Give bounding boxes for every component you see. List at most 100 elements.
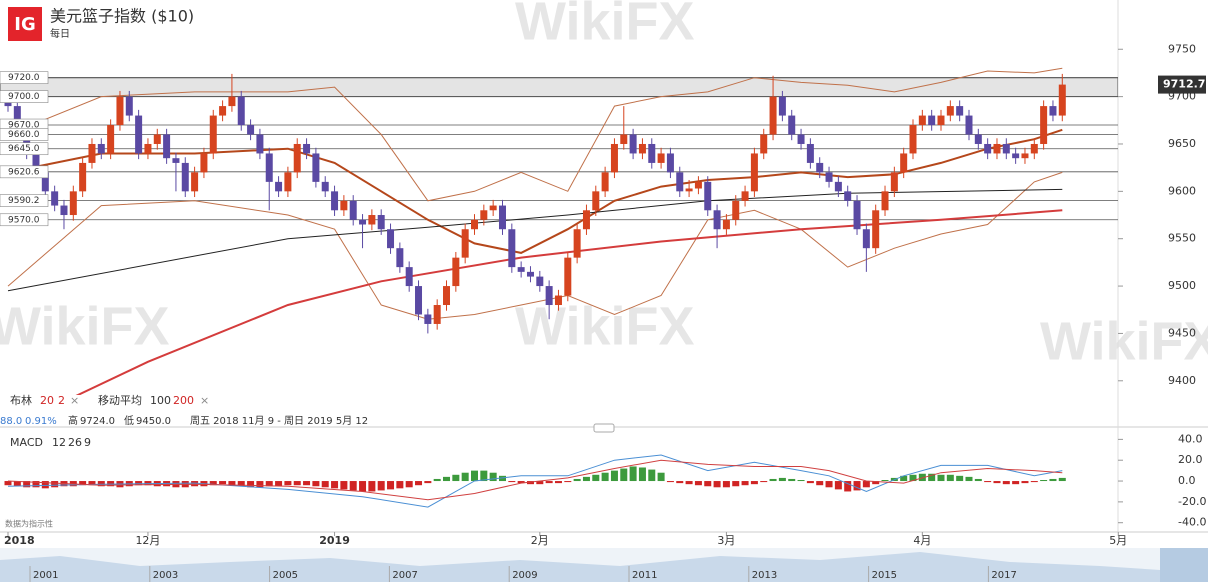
macd-bar	[144, 481, 152, 486]
candle-body	[526, 271, 534, 277]
candle-body	[284, 172, 292, 192]
candle-body	[732, 200, 740, 220]
macd-bar	[526, 481, 534, 485]
macd-bar	[937, 474, 945, 482]
candle-body	[601, 172, 609, 192]
macd-param: 12	[52, 436, 66, 449]
navigator-window[interactable]	[1160, 548, 1208, 582]
macd-bar	[349, 481, 357, 491]
macd-bar	[862, 481, 870, 488]
candle-body	[676, 172, 684, 192]
macd-bar	[293, 481, 301, 486]
macd-bar	[713, 481, 721, 488]
navigator-year: 2001	[33, 570, 58, 581]
legend-item: 布林	[10, 393, 32, 407]
watermark: WikiFX	[515, 0, 695, 51]
y-tick-label: 0.0	[1178, 474, 1196, 487]
navigator-year: 2007	[392, 570, 417, 581]
y-tick-label: 9400	[1168, 374, 1196, 387]
macd-bar	[592, 474, 600, 482]
candle-body	[303, 143, 311, 154]
candle-body	[956, 106, 964, 116]
y-tick-label: 9500	[1168, 279, 1196, 292]
macd-bar	[1030, 481, 1038, 483]
candle-body	[937, 115, 945, 126]
level-label: 9645.0	[8, 144, 40, 154]
candle-body	[219, 106, 227, 116]
resize-handle[interactable]	[593, 423, 615, 433]
macd-bar	[956, 475, 964, 482]
macd-bar	[247, 481, 255, 488]
y-tick-label: -20.0	[1178, 495, 1206, 508]
candle-body	[88, 143, 96, 163]
candle-body	[51, 191, 59, 206]
macd-bar	[517, 481, 525, 484]
candle-body	[265, 153, 273, 182]
macd-bar	[51, 481, 59, 488]
candle-body	[928, 115, 936, 126]
candle-body	[900, 153, 908, 173]
macd-bar	[993, 481, 1001, 484]
watermark: WikiFX	[515, 296, 695, 356]
candle-body	[41, 172, 49, 192]
macd-bar	[219, 481, 227, 485]
candle-body	[256, 134, 264, 154]
macd-bar	[853, 481, 861, 491]
macd-bar	[872, 481, 880, 485]
candle-body	[349, 200, 357, 220]
macd-bar	[722, 481, 730, 488]
level-label: 9700.0	[8, 92, 40, 102]
candle-body	[722, 219, 730, 230]
x-tick-label: 2018	[4, 534, 35, 547]
logo: IG	[14, 14, 35, 35]
macd-bar	[788, 478, 796, 482]
level-label-box	[0, 128, 49, 141]
macd-bar	[676, 481, 684, 484]
macd-bar	[909, 474, 917, 482]
macd-bar	[256, 481, 264, 488]
macd-bar	[704, 481, 712, 487]
macd-bar	[1040, 480, 1048, 482]
macd-bar	[265, 481, 273, 487]
candle-body	[638, 143, 646, 154]
legend-item: 100	[150, 394, 171, 407]
macd-bar	[4, 481, 12, 486]
candle-body	[489, 205, 497, 211]
macd-bar	[1002, 481, 1010, 485]
macd-bar	[545, 481, 553, 484]
macd-bar	[965, 476, 973, 482]
candle-body	[424, 314, 432, 324]
macd-bar	[498, 475, 506, 482]
candle-body	[629, 134, 637, 154]
info-item: 周五 2018 11月 9 - 周日 2019 5月 12	[190, 415, 368, 427]
macd-bar	[648, 469, 656, 482]
overlay-line	[7, 171, 1063, 320]
candle-body	[275, 181, 283, 192]
candle-body	[834, 181, 842, 192]
macd-bar	[508, 481, 516, 483]
macd-bar	[359, 481, 367, 492]
navigator-year: 2017	[991, 570, 1016, 581]
macd-bar	[321, 481, 329, 488]
level-label-box	[0, 165, 49, 179]
macd-bar	[797, 480, 805, 482]
level-label: 9590.2	[8, 196, 40, 206]
macd-bar	[806, 481, 814, 484]
legend-item: 移动平均	[98, 394, 142, 407]
navigator-year: 2005	[273, 570, 298, 581]
macd-bar	[88, 481, 96, 486]
candle-body	[620, 134, 628, 144]
y-tick-label: 9450	[1168, 326, 1196, 339]
candle-body	[172, 158, 180, 163]
macd-bar	[573, 478, 581, 482]
macd-bar	[974, 478, 982, 482]
candle-body	[1002, 143, 1010, 154]
candle-body	[1012, 153, 1020, 159]
candle-body	[890, 172, 898, 192]
watermarks: WikiFX WikiFX WikiFX WikiFX	[0, 0, 1208, 371]
candle-body	[974, 134, 982, 144]
x-tick-label: 5月	[1109, 534, 1127, 547]
x-tick-label: 12月	[135, 534, 160, 547]
macd-bar	[415, 481, 423, 486]
